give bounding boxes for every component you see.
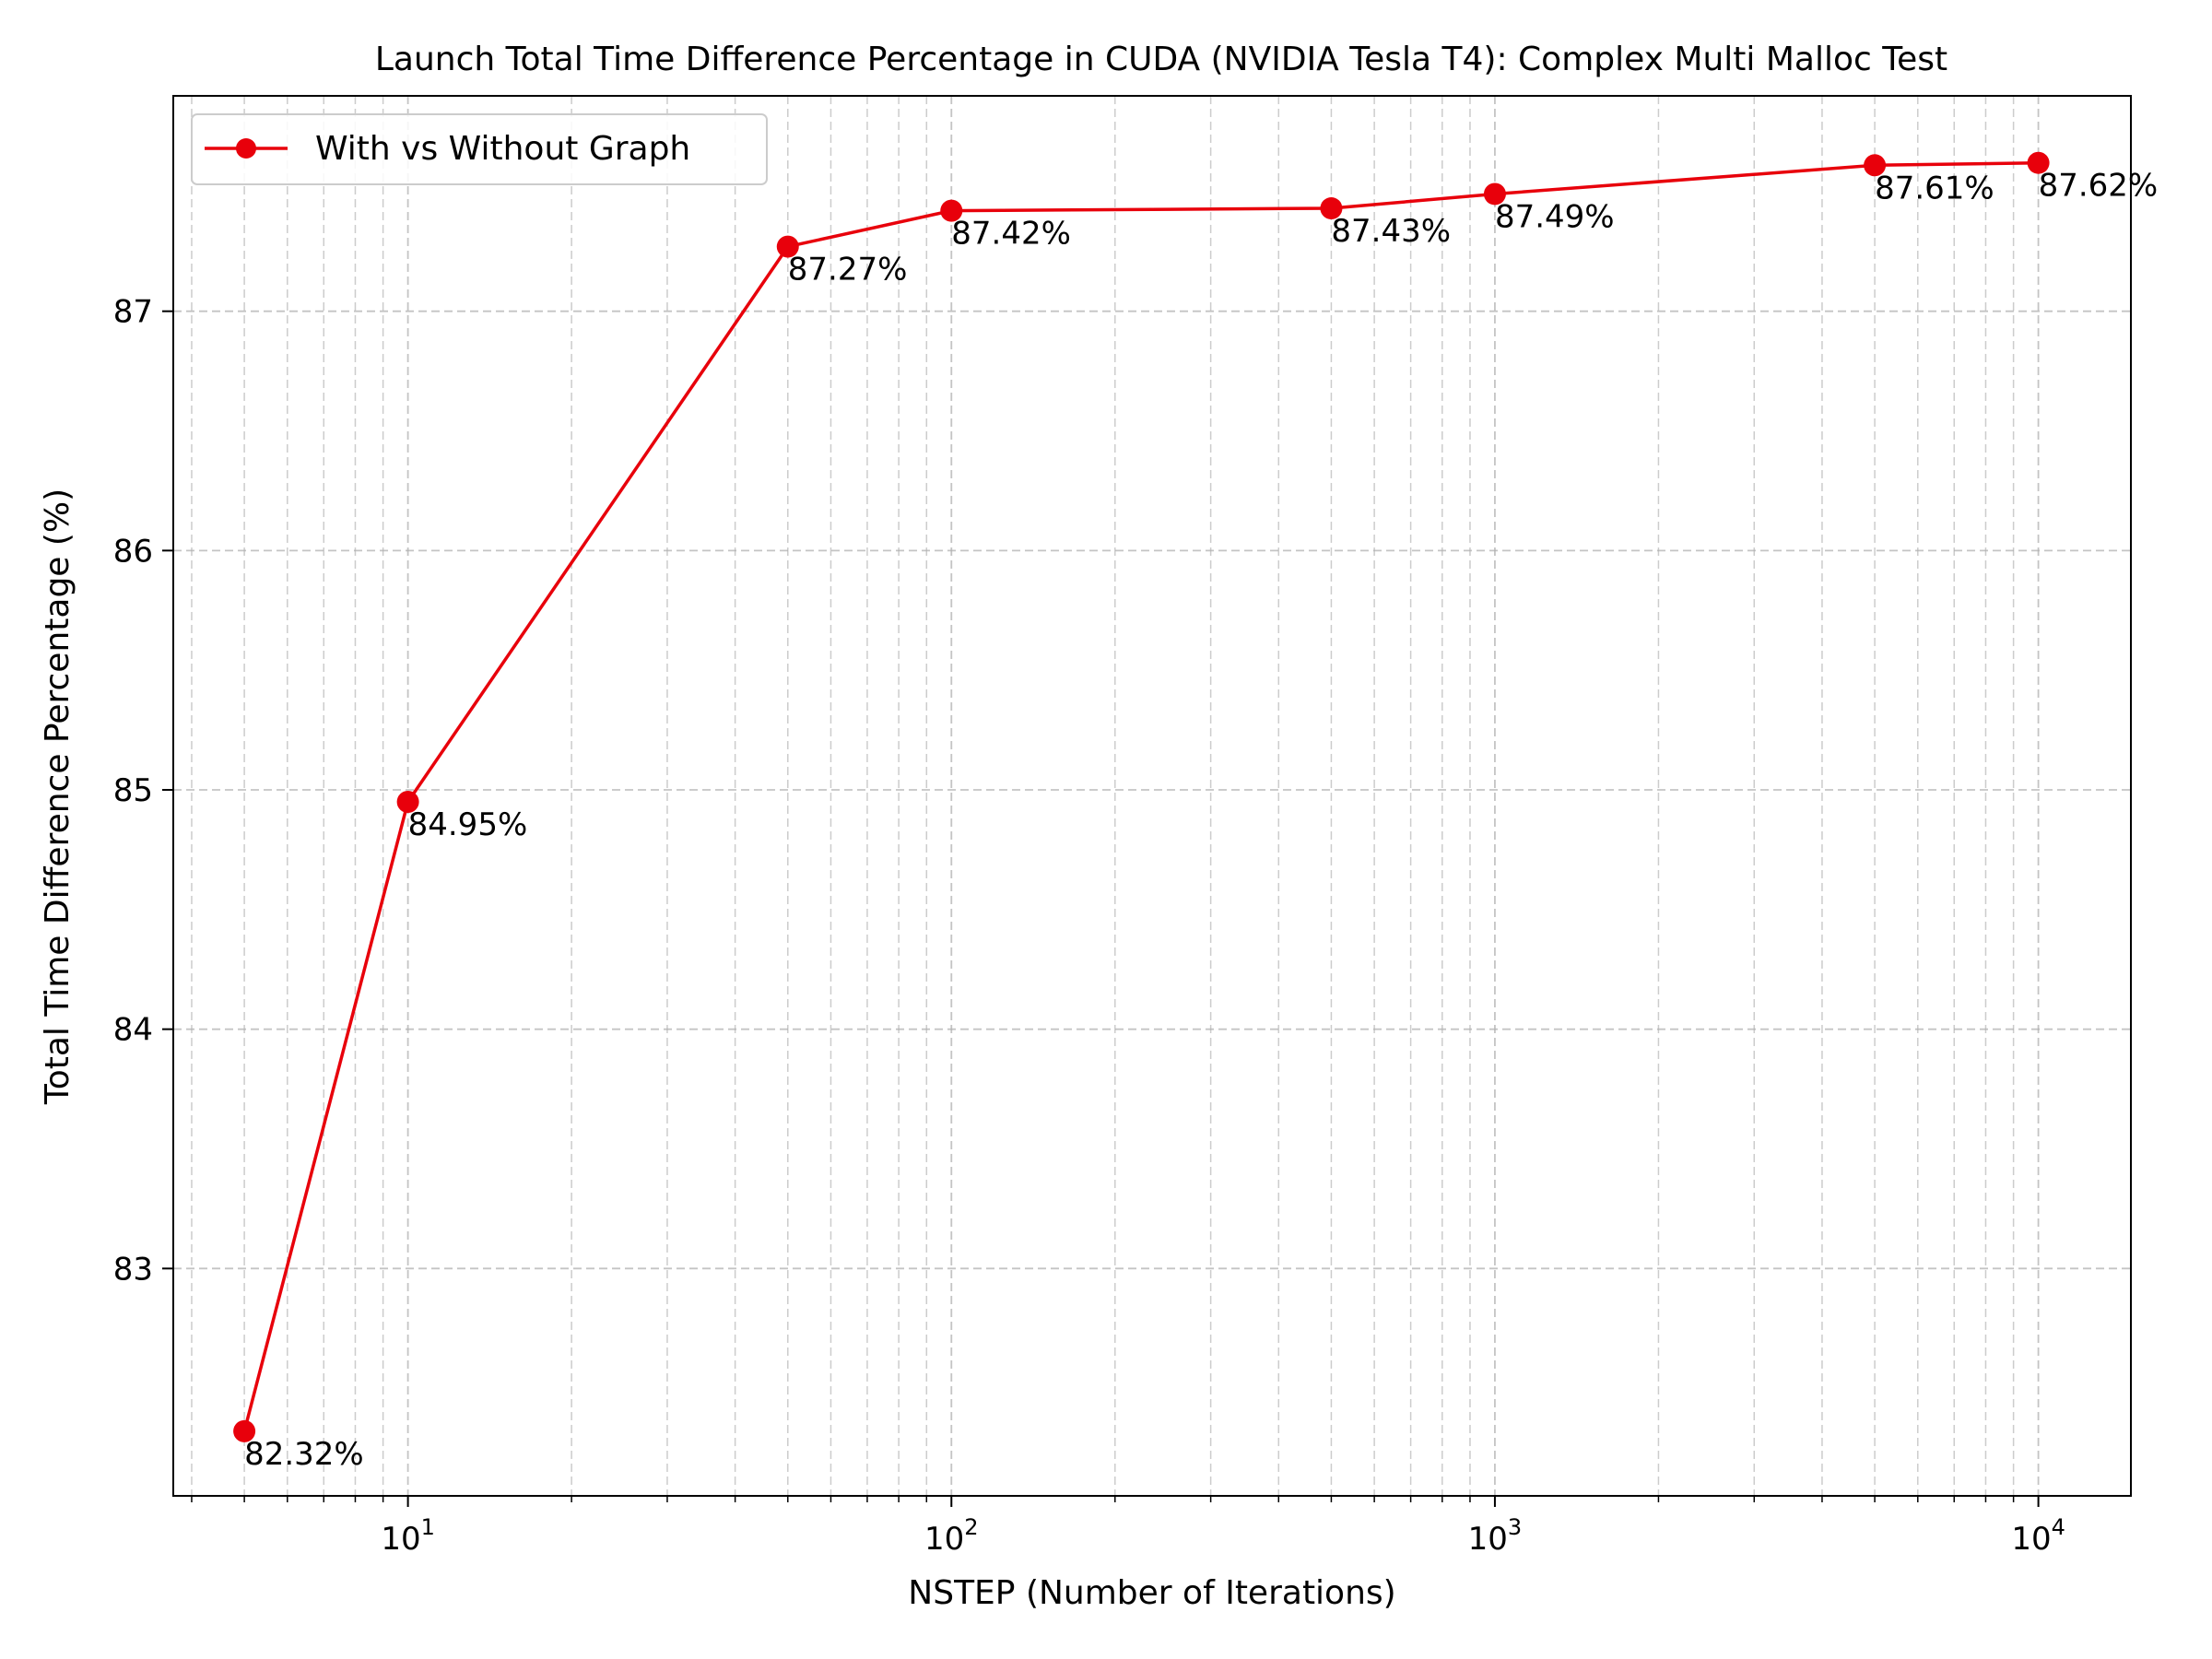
data-point	[776, 235, 799, 258]
data-label: 87.61%	[1875, 170, 1994, 206]
data-label: 82.32%	[244, 1436, 364, 1473]
y-tick-label: 83	[113, 1251, 153, 1288]
axis-ticks: 101 102 103 104 83 84 85 86 87	[113, 294, 2065, 1558]
data-label: 87.43%	[1331, 213, 1451, 250]
legend-box	[191, 113, 768, 185]
x-tick-label: 103	[1468, 1514, 1523, 1558]
data-point	[2027, 151, 2050, 174]
data-point	[940, 199, 963, 222]
legend-entry-label: With vs Without Graph	[315, 130, 690, 168]
y-tick-label: 84	[113, 1012, 153, 1049]
data-label: 84.95%	[408, 806, 528, 843]
x-tick-label: 101	[381, 1514, 435, 1558]
series-layer	[233, 151, 2050, 1442]
y-axis-label: Total Time Difference Percentage (%)	[39, 488, 76, 1105]
x-tick-label: 102	[924, 1514, 979, 1558]
data-label: 87.62%	[2039, 168, 2159, 205]
data-label: 87.49%	[1495, 198, 1615, 235]
legend-marker-sample	[236, 138, 256, 159]
legend: With vs Without Graph	[191, 113, 768, 185]
chart-title: Launch Total Time Difference Percentage …	[375, 41, 1947, 78]
data-point	[1320, 197, 1343, 220]
y-tick-label: 85	[113, 772, 153, 809]
x-tick-label: 104	[2011, 1514, 2065, 1558]
data-point	[1864, 154, 1887, 177]
data-labels: 82.32% 84.95% 87.27% 87.42% 87.43% 87.49% 87.6…	[244, 168, 2158, 1473]
data-point	[233, 1419, 256, 1442]
data-point	[396, 790, 419, 813]
data-label: 87.42%	[951, 216, 1071, 253]
series-line	[242, 160, 2039, 1432]
data-label: 87.27%	[788, 252, 908, 288]
grid	[173, 96, 2131, 1496]
x-axis-label: NSTEP (Number of Iterations)	[908, 1574, 1395, 1612]
y-tick-label: 86	[113, 533, 153, 570]
plot-area-frame	[172, 95, 2132, 1497]
data-point	[1483, 182, 1506, 206]
y-tick-label: 87	[113, 294, 153, 331]
